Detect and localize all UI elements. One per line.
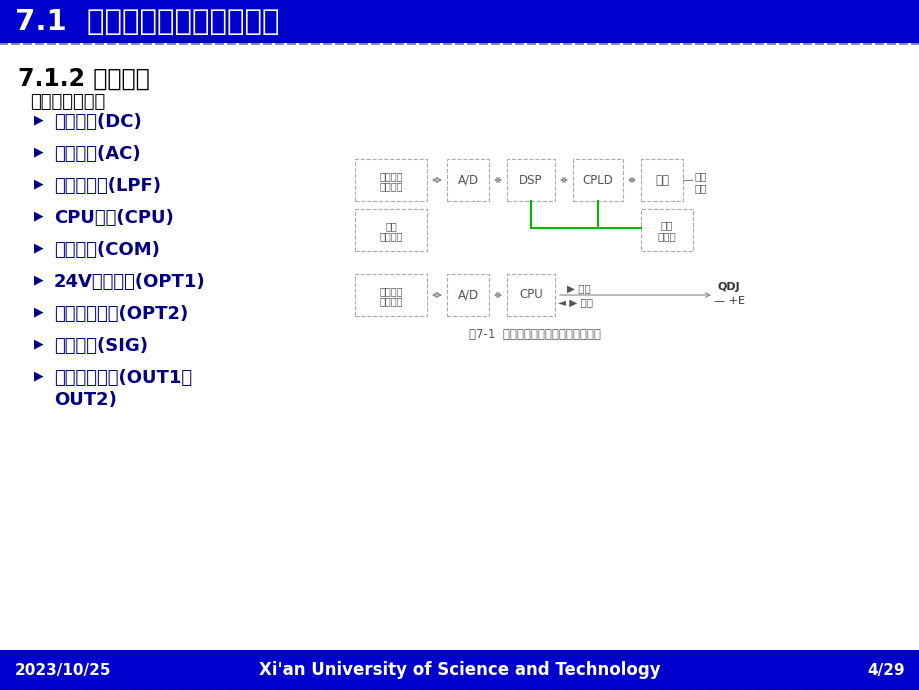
Text: A/D: A/D xyxy=(457,173,478,186)
Text: A/D: A/D xyxy=(457,288,478,302)
Bar xyxy=(0,0,919,43)
Text: 成套保护插件：: 成套保护插件： xyxy=(30,93,105,111)
Text: 7.1.2 硬件原理: 7.1.2 硬件原理 xyxy=(18,67,150,91)
Text: 波插件来: 波插件来 xyxy=(379,296,403,306)
Text: ▶: ▶ xyxy=(34,273,43,286)
Bar xyxy=(355,159,426,201)
Text: 出口: 出口 xyxy=(660,220,673,230)
Text: 信号插件(SIG): 信号插件(SIG) xyxy=(54,337,148,355)
Bar xyxy=(447,274,489,316)
Text: 由低通滤: 由低通滤 xyxy=(379,171,403,181)
Text: ▶: ▶ xyxy=(34,145,43,158)
Text: CPLD: CPLD xyxy=(582,173,613,186)
Bar xyxy=(573,159,622,201)
Bar xyxy=(641,209,692,251)
Bar xyxy=(506,274,554,316)
Text: 图7-1  超高压线路成套保护硬件模块图: 图7-1 超高压线路成套保护硬件模块图 xyxy=(469,328,600,341)
Bar xyxy=(641,159,682,201)
Text: 跳闸出口插件(OUT1、: 跳闸出口插件(OUT1、 xyxy=(54,369,192,387)
Text: ◄ ▶ 出口: ◄ ▶ 出口 xyxy=(558,297,593,307)
Text: ▶: ▶ xyxy=(34,177,43,190)
Bar xyxy=(0,650,919,690)
Text: — +E: — +E xyxy=(713,296,744,306)
Bar xyxy=(506,159,554,201)
Text: 24V光耦插件(OPT1): 24V光耦插件(OPT1) xyxy=(54,273,206,291)
Text: ▶: ▶ xyxy=(34,337,43,350)
Text: ▶: ▶ xyxy=(34,241,43,254)
Text: ▶: ▶ xyxy=(34,369,43,382)
Text: 电源插件(DC): 电源插件(DC) xyxy=(54,113,142,131)
Text: 交流插件(AC): 交流插件(AC) xyxy=(54,145,141,163)
Text: 光隔: 光隔 xyxy=(654,173,668,186)
Text: DSP: DSP xyxy=(518,173,542,186)
Text: Xi'an University of Science and Technology: Xi'an University of Science and Technolo… xyxy=(259,661,660,679)
Bar xyxy=(355,209,426,251)
Text: 波插件来: 波插件来 xyxy=(379,181,403,191)
Text: 继电器: 继电器 xyxy=(657,231,675,241)
Text: QDJ: QDJ xyxy=(717,282,740,292)
Text: 外部: 外部 xyxy=(694,171,707,181)
Text: 2023/10/25: 2023/10/25 xyxy=(15,662,111,678)
Text: 低通滤波器(LPF): 低通滤波器(LPF) xyxy=(54,177,161,195)
Bar xyxy=(355,274,426,316)
Text: ▶: ▶ xyxy=(34,305,43,318)
Text: 液晶显示: 液晶显示 xyxy=(379,231,403,241)
Text: ▶: ▶ xyxy=(34,209,43,222)
Text: 由低通滤: 由低通滤 xyxy=(379,286,403,296)
Text: 高压光耦插件(OPT2): 高压光耦插件(OPT2) xyxy=(54,305,188,323)
Text: 4/29: 4/29 xyxy=(867,662,904,678)
Text: ▶ 打印: ▶ 打印 xyxy=(566,283,590,293)
Text: 通信插件(COM): 通信插件(COM) xyxy=(54,241,160,259)
Bar xyxy=(447,159,489,201)
Text: 开入: 开入 xyxy=(694,183,707,193)
Text: ▶: ▶ xyxy=(34,113,43,126)
Text: CPU: CPU xyxy=(518,288,542,302)
Text: OUT2): OUT2) xyxy=(54,391,117,409)
Text: 7.1  超高压线路成套保护装置: 7.1 超高压线路成套保护装置 xyxy=(15,8,279,36)
Text: 电源: 电源 xyxy=(385,221,396,231)
Text: CPU插件(CPU): CPU插件(CPU) xyxy=(54,209,174,227)
